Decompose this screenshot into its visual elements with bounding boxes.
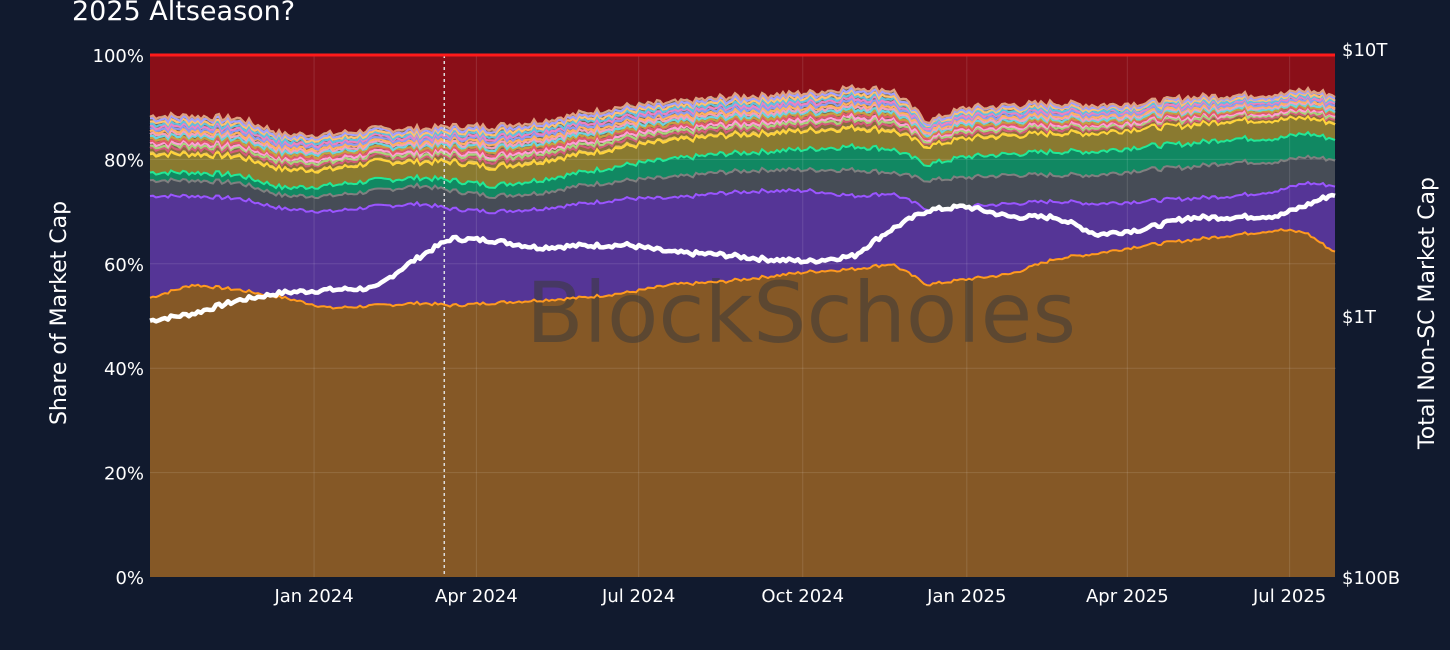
y2-axis-ticks: $100B $1T $10T — [1342, 40, 1400, 589]
alt-line — [149, 99, 1336, 155]
y2-tick-label: $1T — [1342, 307, 1377, 328]
y2-tick-label: $10T — [1342, 40, 1388, 61]
y-axis-ticks: 0% 20% 40% 60% 80% 100% — [93, 46, 144, 589]
area-green — [150, 132, 1335, 199]
x-tick-label: Oct 2024 — [761, 586, 844, 607]
alt-line — [149, 109, 1336, 168]
y-tick-label: 0% — [115, 568, 144, 589]
area-eth — [150, 182, 1335, 309]
watermark: BlockScholes — [526, 264, 1076, 362]
boundary-btc — [149, 227, 1336, 310]
grid-lines — [150, 55, 1336, 577]
chart-title: 2025 Altseason? — [72, 0, 296, 27]
y-tick-label: 40% — [104, 359, 144, 380]
boundary-sol — [149, 154, 1336, 200]
y2-tick-label: $100B — [1342, 568, 1400, 589]
x-tick-label: Jul 2025 — [1252, 586, 1326, 607]
y2-axis-title: Total Non-SC Market Cap — [1415, 177, 1440, 450]
alt-line — [149, 104, 1336, 162]
x-axis-ticks: Jan 2024 Apr 2024 Jul 2024 Oct 2024 Jan 2025… — [273, 586, 1326, 607]
x-tick-label: Jan 2024 — [273, 586, 353, 607]
boundary-green — [149, 130, 1336, 191]
alt-line — [149, 84, 1336, 139]
alt-line — [149, 94, 1336, 151]
x-tick-label: Apr 2025 — [1086, 586, 1169, 607]
x-tick-label: Jan 2025 — [926, 586, 1006, 607]
boundary-olive — [149, 114, 1336, 174]
y-tick-label: 80% — [104, 150, 144, 171]
total-line — [149, 192, 1336, 324]
x-tick-label: Jul 2024 — [601, 586, 675, 607]
x-tick-label: Apr 2024 — [435, 586, 518, 607]
alt-line — [150, 85, 1336, 141]
total-market-cap-line — [149, 192, 1336, 324]
y-axis-title: Share of Market Cap — [47, 201, 72, 425]
alt-line — [149, 105, 1336, 164]
y-tick-label: 60% — [104, 255, 144, 276]
alt-line — [149, 100, 1336, 158]
alt-line — [149, 87, 1336, 144]
boundary-eth — [149, 180, 1336, 215]
boundary-lines — [149, 53, 1336, 310]
y-tick-label: 100% — [93, 46, 144, 67]
alt-line — [149, 93, 1336, 149]
y-tick-label: 20% — [104, 464, 144, 485]
area-btc — [150, 229, 1335, 577]
area-sol — [150, 155, 1335, 214]
